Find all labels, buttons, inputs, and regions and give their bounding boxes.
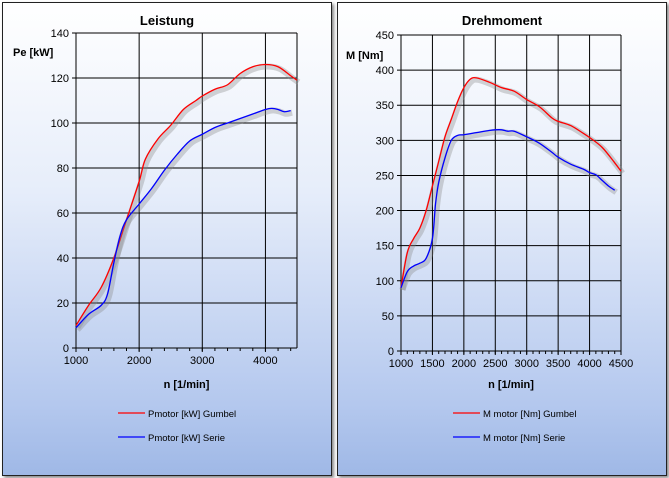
x-tick-label: 3000 xyxy=(514,358,538,370)
legend-label: M motor [Nm] Gumbel xyxy=(483,409,576,420)
y-tick-label: 120 xyxy=(51,73,69,85)
legend-label: M motor [Nm] Serie xyxy=(483,433,565,444)
y-tick-label: 350 xyxy=(376,100,394,112)
y-tick-label: 140 xyxy=(51,28,69,40)
y-tick-label: 50 xyxy=(382,311,394,323)
series-line-serie xyxy=(75,107,291,329)
series-shadow xyxy=(75,107,293,332)
x-axis-label: n [1/min] xyxy=(488,379,534,391)
power-chart-panel: Leistung Pe [kW] n [1/min] 0 20 40 60 80 100 120 1… xyxy=(2,2,332,476)
x-tick-label: 4000 xyxy=(577,358,601,370)
x-tick-label: 4500 xyxy=(609,358,633,370)
y-tick-label: 20 xyxy=(57,298,69,310)
power-chart: Leistung Pe [kW] n [1/min] 0 20 40 60 80 100 120 1… xyxy=(13,13,301,444)
x-tick-label: 2000 xyxy=(127,355,151,367)
x-tick-label: 2000 xyxy=(452,358,476,370)
x-axis-label: n [1/min] xyxy=(164,379,210,391)
y-tick-label: 100 xyxy=(51,118,69,130)
series-line-gumbel xyxy=(400,76,622,288)
y-tick-label: 40 xyxy=(57,253,69,265)
y-tick-label: 250 xyxy=(376,170,394,182)
y-tick-label: 80 xyxy=(57,163,69,175)
series-line-serie xyxy=(400,129,616,289)
chart-title: Drehmoment xyxy=(462,13,543,28)
x-tick-label: 1500 xyxy=(420,358,444,370)
series-shadow xyxy=(399,76,625,291)
x-tick-label: 3000 xyxy=(190,355,214,367)
y-tick-label: 200 xyxy=(376,206,394,218)
y-tick-label: 0 xyxy=(63,343,69,355)
chart-title: Leistung xyxy=(140,13,194,28)
x-tick-label: 4000 xyxy=(253,355,277,367)
y-tick-label: 450 xyxy=(376,30,394,42)
x-tick-label: 2500 xyxy=(483,358,507,370)
torque-chart: Drehmoment M [Nm] n [1/min] 0 50 100 150 200 250… xyxy=(346,13,633,444)
legend-label: Pmotor [kW] Serie xyxy=(148,433,225,444)
y-axis-label: Pe [kW] xyxy=(13,47,54,59)
x-tick-label: 1000 xyxy=(64,355,88,367)
x-tick-label: 1000 xyxy=(389,358,413,370)
y-tick-label: 300 xyxy=(376,135,394,147)
legend-label: Pmotor [kW] Gumbel xyxy=(148,409,236,420)
y-tick-label: 400 xyxy=(376,65,394,77)
y-tick-label: 150 xyxy=(376,241,394,253)
x-tick-label: 3500 xyxy=(546,358,570,370)
series-shadow xyxy=(74,63,301,330)
y-tick-label: 100 xyxy=(376,276,394,288)
series-shadow xyxy=(399,128,618,291)
torque-chart-panel: Drehmoment M [Nm] n [1/min] 0 50 100 150 200 250… xyxy=(337,2,667,476)
y-tick-label: 60 xyxy=(57,208,69,220)
y-tick-label: 0 xyxy=(388,346,394,358)
y-axis-label: M [Nm] xyxy=(346,50,384,62)
